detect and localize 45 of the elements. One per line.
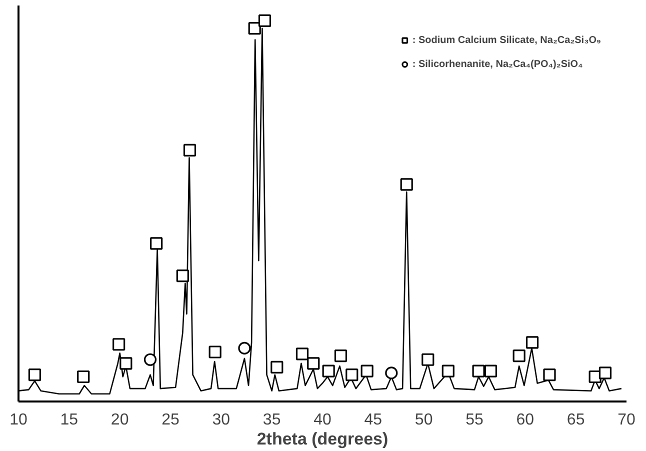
point <box>248 22 261 35</box>
point <box>526 336 539 349</box>
point <box>307 357 320 370</box>
point <box>472 364 485 378</box>
point <box>183 144 196 156</box>
point <box>176 270 189 282</box>
x-tick-label: 45 <box>364 412 382 428</box>
point <box>422 353 434 366</box>
point <box>258 14 272 28</box>
legend-label: : Sodium Calcium Silicate, Na₂Ca₂Si₃O₉ <box>412 34 601 46</box>
point <box>296 348 309 360</box>
point <box>346 368 358 382</box>
point <box>238 342 251 354</box>
x-tick-label: 50 <box>414 412 433 428</box>
x-tick-label: 70 <box>618 412 636 428</box>
x-tick-label: 40 <box>314 412 332 428</box>
point <box>322 364 335 378</box>
point <box>484 364 498 378</box>
x-tick-label: 65 <box>566 412 585 428</box>
x-tick-label: 60 <box>516 412 534 428</box>
x-tick-label: 55 <box>466 412 484 428</box>
point <box>543 368 556 382</box>
point <box>442 364 454 378</box>
x-tick-label: 10 <box>10 412 28 428</box>
point <box>598 366 612 380</box>
x-axis-title: 2theta (degrees) <box>256 430 388 448</box>
point <box>28 368 42 382</box>
point <box>208 346 222 358</box>
point <box>400 178 413 191</box>
point <box>120 357 132 370</box>
x-tick-label: 20 <box>110 412 129 428</box>
legend-label: : Silicorhenanite, Na₂Ca₄(PO₄)₂SiO₄ <box>412 58 583 70</box>
point <box>360 364 374 378</box>
point <box>334 350 348 362</box>
point <box>270 360 284 374</box>
point <box>385 366 398 380</box>
x-tick-label: 25 <box>162 412 180 428</box>
x-tick-label: 15 <box>60 412 78 428</box>
point <box>144 353 157 366</box>
point <box>512 350 526 362</box>
x-tick-label: 35 <box>262 412 281 428</box>
point <box>77 370 90 384</box>
point <box>150 237 163 250</box>
x-tick-label: 30 <box>212 412 230 428</box>
point <box>112 338 126 351</box>
